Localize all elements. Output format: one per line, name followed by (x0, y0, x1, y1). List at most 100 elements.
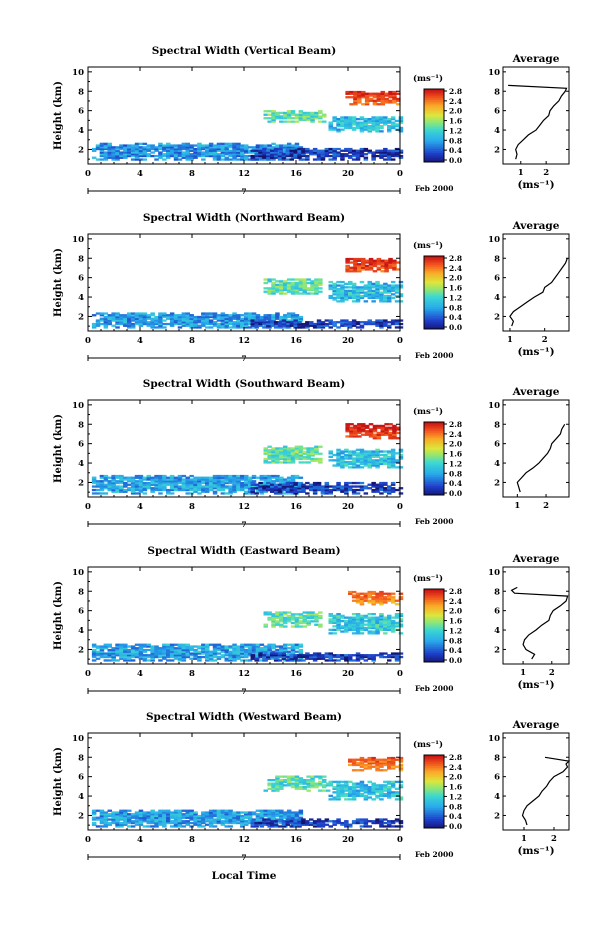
heatmap-cell (340, 319, 345, 321)
heatmap-cell (232, 475, 237, 477)
y-tick-label: 8 (78, 87, 84, 97)
heatmap-cell (344, 148, 349, 150)
heatmap-cell (287, 477, 292, 479)
heatmap-cell (174, 314, 179, 316)
heatmap-cell (391, 487, 396, 489)
heatmap-cell (262, 319, 267, 321)
heatmap-cell (388, 432, 393, 434)
heatmap-cell (309, 150, 314, 152)
heatmap-cell (352, 300, 357, 302)
heatmap-cell (108, 813, 113, 815)
heatmap-cell (197, 492, 202, 494)
heatmap-cell (348, 450, 353, 452)
heatmap-cell (348, 617, 353, 619)
heatmap-cell (313, 148, 318, 150)
heatmap-cell (221, 820, 226, 822)
heatmap-cell (383, 319, 388, 321)
heatmap-cell (154, 326, 159, 328)
heatmap-cell (365, 425, 370, 427)
colorbar-tick-label: 2.0 (449, 107, 462, 116)
colorbar-tick-label: 0.8 (449, 303, 462, 312)
heatmap-cell (174, 144, 179, 146)
heatmap-cell (228, 314, 233, 316)
heatmap-cell (303, 461, 308, 463)
heatmap-cell (368, 654, 373, 656)
heatmap-cells (92, 91, 403, 161)
heatmap-cell (348, 654, 353, 656)
heatmap-cell (170, 644, 175, 646)
heatmap-cell (96, 817, 101, 819)
heatmap-cell (399, 281, 404, 283)
heatmap-cell (258, 822, 263, 824)
heatmap-cell (340, 822, 345, 824)
heatmap-cell (143, 811, 148, 813)
colorbar-swatch (424, 642, 444, 644)
heatmap-cell (321, 820, 326, 822)
heatmap-cell (147, 144, 152, 146)
heatmap-cell (201, 144, 206, 146)
heatmap-cell (348, 148, 353, 150)
heatmap-cell (154, 475, 159, 477)
heatmap-cell (383, 818, 388, 820)
colorbar-swatch (424, 91, 444, 93)
y-tick-label: 2 (78, 145, 84, 155)
heatmap-cell (318, 278, 323, 280)
heatmap-cell (186, 820, 191, 822)
colorbar-tick-label: 1.6 (449, 450, 462, 459)
x-tick-label: 0 (85, 502, 91, 512)
heatmap-cell (391, 482, 396, 484)
y-tick-label: 2 (78, 312, 84, 322)
heatmap-cell (299, 278, 304, 280)
heatmap-cell (291, 312, 296, 314)
heatmap-cell (162, 323, 167, 325)
heatmap-cell (282, 484, 287, 486)
heatmap-cell (240, 644, 245, 646)
heatmap-cell (306, 282, 311, 284)
heatmap-cell (100, 480, 105, 482)
x-tick-label: 4 (137, 336, 143, 346)
heatmap-cell (356, 286, 361, 288)
heatmap-cell (92, 817, 97, 819)
heatmap-cell (291, 282, 296, 284)
heatmap-cell (213, 144, 218, 146)
heatmap-cell (364, 620, 369, 622)
colorbar-swatch (424, 149, 444, 151)
heatmap-cell (352, 150, 357, 152)
heatmap-cell (303, 278, 308, 280)
heatmap-cell (209, 810, 214, 812)
heatmap-cell (299, 786, 304, 788)
heatmap-cell (205, 144, 210, 146)
heatmap-cell (353, 91, 358, 93)
colorbar-swatch (424, 469, 444, 471)
heatmap-cells (92, 757, 403, 828)
heatmap-cell (143, 482, 148, 484)
x-tick-label: 4 (137, 169, 143, 179)
heatmap-cell (399, 127, 404, 129)
colorbar-swatch (424, 127, 444, 129)
heatmap-cell (357, 258, 362, 260)
heatmap-cell (186, 312, 191, 314)
x-tick-label: 16 (290, 502, 302, 512)
heatmap-cell (332, 654, 337, 656)
heatmap-cell (254, 822, 259, 824)
heatmap-cell (104, 151, 109, 153)
heatmap-cell (360, 615, 365, 617)
heatmap-cell (115, 146, 120, 148)
heatmap-cell (384, 93, 389, 95)
heatmap-cell (252, 146, 256, 148)
heatmap-cell (287, 611, 292, 613)
heatmap-cell (100, 810, 105, 812)
heatmap-cell (271, 143, 276, 145)
heatmap-cell (96, 480, 101, 482)
heatmap-cell (290, 485, 295, 487)
colorbar-swatch (424, 296, 444, 298)
heatmap-cell (162, 153, 167, 155)
heatmap-cell (388, 100, 393, 102)
heatmap-cell (309, 818, 314, 820)
heatmap-cell (399, 326, 404, 328)
heatmap-cell (147, 811, 152, 813)
heatmap-cell (349, 427, 354, 429)
heatmap-cell (286, 482, 291, 484)
average-title: Average (512, 220, 560, 232)
heatmap-cell (201, 158, 206, 160)
